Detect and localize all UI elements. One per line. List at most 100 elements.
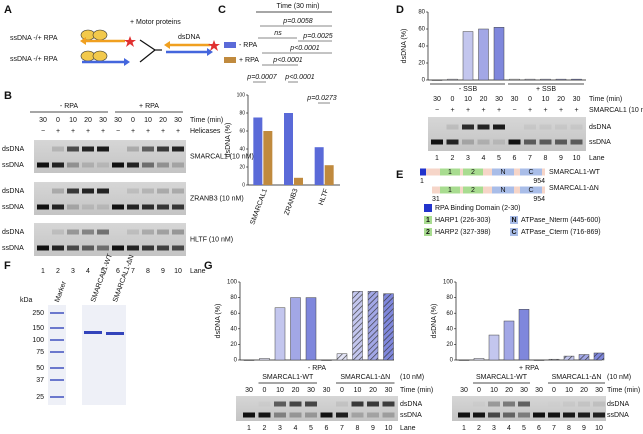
bar-hatch <box>383 293 394 360</box>
gel-band <box>477 124 490 130</box>
label: 20 <box>557 96 565 103</box>
gel-band <box>67 162 79 168</box>
bar-hatch <box>549 359 559 360</box>
gel-band <box>508 139 521 145</box>
domain <box>440 168 460 176</box>
gel-band <box>274 401 286 407</box>
domain <box>440 186 460 194</box>
lane-label: 8 <box>544 155 548 162</box>
ladder-label: 100 <box>32 337 44 344</box>
ladder-label: 37 <box>36 377 44 384</box>
y-tick-label: 60 <box>230 311 237 317</box>
gel-band <box>157 245 169 251</box>
domain <box>492 186 514 194</box>
gel-band <box>305 412 317 418</box>
gel-band <box>488 401 500 407</box>
gel <box>34 140 186 173</box>
legend-label: HARP1 (226-303) <box>435 217 491 224</box>
gel <box>428 117 586 151</box>
schematic-label: + Motor proteins <box>130 19 181 26</box>
gel-band <box>97 146 109 152</box>
label: dsDNA <box>400 401 423 408</box>
label: 10 <box>144 117 152 124</box>
lane-label: 6 <box>537 425 541 432</box>
label: kDa <box>20 297 33 304</box>
bar <box>321 359 332 361</box>
gel-band <box>127 146 139 152</box>
legend-label: ATPase_Cterm (716-869) <box>521 229 601 236</box>
domain-label: 2 <box>471 187 475 194</box>
gel <box>82 305 126 405</box>
label: 20 <box>159 117 167 124</box>
gel-band <box>112 162 124 168</box>
y-tick-label: 20 <box>230 342 237 348</box>
legend-icon <box>424 228 432 236</box>
label: 6 <box>116 268 120 275</box>
y-tick-label: 80 <box>418 10 425 16</box>
label: 954 <box>533 196 545 203</box>
label: Time (min) <box>400 387 433 394</box>
label: 30 <box>433 96 441 103</box>
lane-label: 3 <box>466 155 470 162</box>
gel-band <box>473 412 485 418</box>
label: 30 <box>460 387 468 394</box>
label: 30 <box>323 387 331 394</box>
label: 0 <box>131 117 135 124</box>
gel-band <box>578 412 590 418</box>
ladder-band <box>50 312 64 314</box>
gel-band <box>555 124 567 130</box>
y-tick-label: 80 <box>239 110 245 116</box>
label: dsDNA <box>589 124 612 131</box>
ladder-label: 25 <box>36 394 44 401</box>
gel-band <box>578 401 590 407</box>
y-tick-label: 60 <box>446 311 453 317</box>
gel-band <box>539 124 552 130</box>
bar <box>571 78 582 81</box>
bar-hatch <box>352 291 363 360</box>
bar-hatch <box>594 352 604 360</box>
gel-band <box>112 245 124 251</box>
gel-band <box>127 245 139 251</box>
ladder-band <box>50 351 64 353</box>
gel-band <box>336 401 348 407</box>
gel-band <box>37 204 49 210</box>
legend-icon <box>424 204 432 212</box>
label: 10 <box>464 96 472 103</box>
label: 20 <box>480 96 488 103</box>
annotation: p=0.0273 <box>306 95 336 102</box>
label: Time (min) <box>190 117 223 124</box>
label: 30 <box>511 96 519 103</box>
label: + RPA <box>139 103 159 110</box>
ladder-band <box>50 379 64 381</box>
label: + <box>131 128 135 135</box>
gel-band <box>593 401 605 407</box>
panel-letter: D <box>396 4 404 16</box>
gel-band <box>570 139 583 145</box>
label: 30 <box>385 387 393 394</box>
lane-label: 5 <box>309 425 313 432</box>
gel-band <box>367 412 379 418</box>
gel-band <box>97 204 109 210</box>
gel-band <box>67 245 79 251</box>
lane-label: 9 <box>371 425 375 432</box>
bar-hatch <box>368 291 378 360</box>
gel-band <box>82 245 94 251</box>
x-tick-label: ZRANB3 <box>284 188 300 216</box>
axis-title: dsDNA (%) <box>215 304 222 339</box>
lane-label: 7 <box>340 425 344 432</box>
lane-label: 7 <box>528 155 532 162</box>
label: ZRANB3 (10 nM) <box>190 195 244 202</box>
domain-label: 2 <box>471 169 475 176</box>
gel-band <box>259 402 271 407</box>
bar <box>458 359 470 361</box>
label: ssDNA <box>607 412 629 419</box>
gel-band <box>593 412 605 418</box>
panel-letter: G <box>204 260 213 272</box>
label: 10 <box>490 387 498 394</box>
legend-label: ATPase_Nterm (445-600) <box>521 217 601 224</box>
lane-label: 10 <box>385 425 393 432</box>
label: + <box>56 128 60 135</box>
gel-band <box>539 139 552 145</box>
label: SMARCAL1-WT <box>476 374 528 381</box>
annotation: p=0.0058 <box>282 18 312 25</box>
